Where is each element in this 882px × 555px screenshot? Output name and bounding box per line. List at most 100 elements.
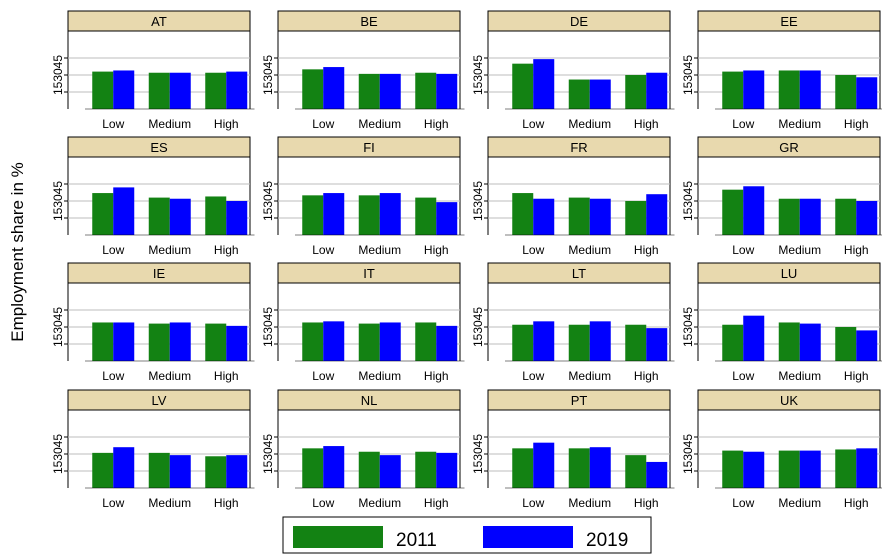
bar-2011-high bbox=[205, 323, 227, 361]
x-tick-label: High bbox=[214, 243, 239, 257]
bar-2019-medium bbox=[799, 70, 821, 109]
x-tick-label: Low bbox=[102, 117, 124, 131]
panel-title: FI bbox=[363, 140, 375, 155]
bar-2019-low bbox=[743, 70, 765, 109]
panel-frame bbox=[697, 409, 881, 488]
panel-nl: NL 153045 Low Medium High bbox=[261, 389, 465, 510]
bar-2011-high bbox=[835, 198, 857, 235]
bar-2019-low bbox=[533, 321, 555, 361]
x-tick-label: Low bbox=[732, 243, 754, 257]
bar-2019-low bbox=[323, 67, 345, 109]
x-tick-label: High bbox=[844, 243, 869, 257]
x-tick-label: Low bbox=[312, 117, 334, 131]
x-tick-label: Medium bbox=[778, 369, 821, 383]
bar-2011-medium bbox=[148, 323, 170, 361]
x-tick-label: Low bbox=[312, 369, 334, 383]
bar-2011-medium bbox=[148, 72, 170, 109]
x-tick-label: Medium bbox=[568, 496, 611, 510]
bar-2019-medium bbox=[169, 322, 191, 361]
x-tick-label: High bbox=[844, 369, 869, 383]
bar-2011-low bbox=[722, 324, 744, 361]
bar-2011-low bbox=[302, 322, 324, 361]
panel-frame bbox=[697, 282, 881, 361]
y-tick-labels: 153045 bbox=[261, 55, 275, 95]
bar-2019-high bbox=[646, 328, 668, 361]
bar-2019-low bbox=[323, 193, 345, 235]
panel-fr: FR 153045 Low Medium High bbox=[471, 136, 675, 257]
panel-frame bbox=[277, 156, 461, 235]
bar-2019-low bbox=[743, 315, 765, 361]
panel-title: DE bbox=[570, 14, 588, 29]
panel-ie: IE 153045 Low Medium High bbox=[51, 262, 255, 383]
panel-title: IE bbox=[153, 266, 166, 281]
panel-title: BE bbox=[360, 14, 378, 29]
x-tick-label: Low bbox=[312, 243, 334, 257]
x-tick-label: High bbox=[634, 369, 659, 383]
bar-2011-medium bbox=[358, 323, 380, 361]
bar-2011-low bbox=[512, 193, 534, 235]
bar-2019-low bbox=[533, 59, 555, 109]
y-tick-labels: 153045 bbox=[471, 307, 485, 347]
x-tick-label: Medium bbox=[148, 496, 191, 510]
x-tick-label: Medium bbox=[568, 117, 611, 131]
panel-frame bbox=[487, 409, 671, 488]
bar-2011-low bbox=[302, 448, 324, 488]
bar-2011-low bbox=[92, 71, 114, 109]
panel-frame bbox=[67, 409, 251, 488]
x-tick-label: Low bbox=[732, 369, 754, 383]
bar-2011-high bbox=[625, 324, 647, 361]
bar-2019-medium bbox=[379, 322, 401, 361]
y-tick-labels: 153045 bbox=[51, 434, 65, 474]
bar-2011-medium bbox=[358, 451, 380, 488]
bar-2011-medium bbox=[148, 197, 170, 235]
x-tick-label: Medium bbox=[148, 243, 191, 257]
bar-2019-medium bbox=[169, 455, 191, 488]
y-tick-labels: 153045 bbox=[51, 55, 65, 95]
x-tick-label: Medium bbox=[148, 369, 191, 383]
bar-2011-low bbox=[722, 450, 744, 488]
x-tick-label: Medium bbox=[148, 117, 191, 131]
bar-2019-high bbox=[226, 455, 248, 488]
bar-2011-low bbox=[512, 448, 534, 488]
bar-2011-low bbox=[302, 69, 324, 109]
panel-lv: LV 153045 Low Medium High bbox=[51, 389, 255, 510]
x-tick-label: Medium bbox=[778, 243, 821, 257]
panel-title: PT bbox=[571, 393, 588, 408]
panel-title: IT bbox=[363, 266, 375, 281]
panel-at: AT 153045 Low Medium High bbox=[51, 10, 255, 131]
bar-2011-medium bbox=[148, 452, 170, 488]
bar-2011-high bbox=[835, 75, 857, 109]
legend-swatch-2019 bbox=[483, 526, 573, 548]
x-tick-label: High bbox=[634, 117, 659, 131]
bar-2011-low bbox=[512, 63, 534, 109]
panel-frame bbox=[67, 282, 251, 361]
bar-2019-medium bbox=[379, 455, 401, 488]
x-tick-label: Low bbox=[732, 496, 754, 510]
x-tick-label: Medium bbox=[358, 243, 401, 257]
bar-2019-medium bbox=[799, 323, 821, 361]
x-tick-label: Medium bbox=[358, 369, 401, 383]
bar-2019-high bbox=[646, 194, 668, 235]
panel-pt: PT 153045 Low Medium High bbox=[471, 389, 675, 510]
x-tick-label: High bbox=[844, 496, 869, 510]
panel-title: FR bbox=[570, 140, 587, 155]
bar-2011-medium bbox=[568, 448, 590, 488]
x-tick-label: Low bbox=[522, 369, 544, 383]
bar-2019-low bbox=[113, 187, 135, 235]
bar-2011-low bbox=[722, 71, 744, 109]
panel-frame bbox=[67, 30, 251, 109]
x-tick-label: Medium bbox=[358, 496, 401, 510]
x-tick-label: Low bbox=[522, 117, 544, 131]
panel-title: GR bbox=[779, 140, 799, 155]
bar-2019-high bbox=[646, 72, 668, 109]
bar-2019-medium bbox=[589, 79, 611, 109]
x-tick-label: Medium bbox=[778, 117, 821, 131]
panel-frame bbox=[697, 30, 881, 109]
bar-2011-medium bbox=[358, 195, 380, 235]
x-tick-label: Low bbox=[522, 243, 544, 257]
x-tick-label: High bbox=[214, 369, 239, 383]
bar-2011-low bbox=[92, 193, 114, 235]
bar-2011-high bbox=[205, 456, 227, 488]
y-tick-labels: 153045 bbox=[51, 181, 65, 221]
